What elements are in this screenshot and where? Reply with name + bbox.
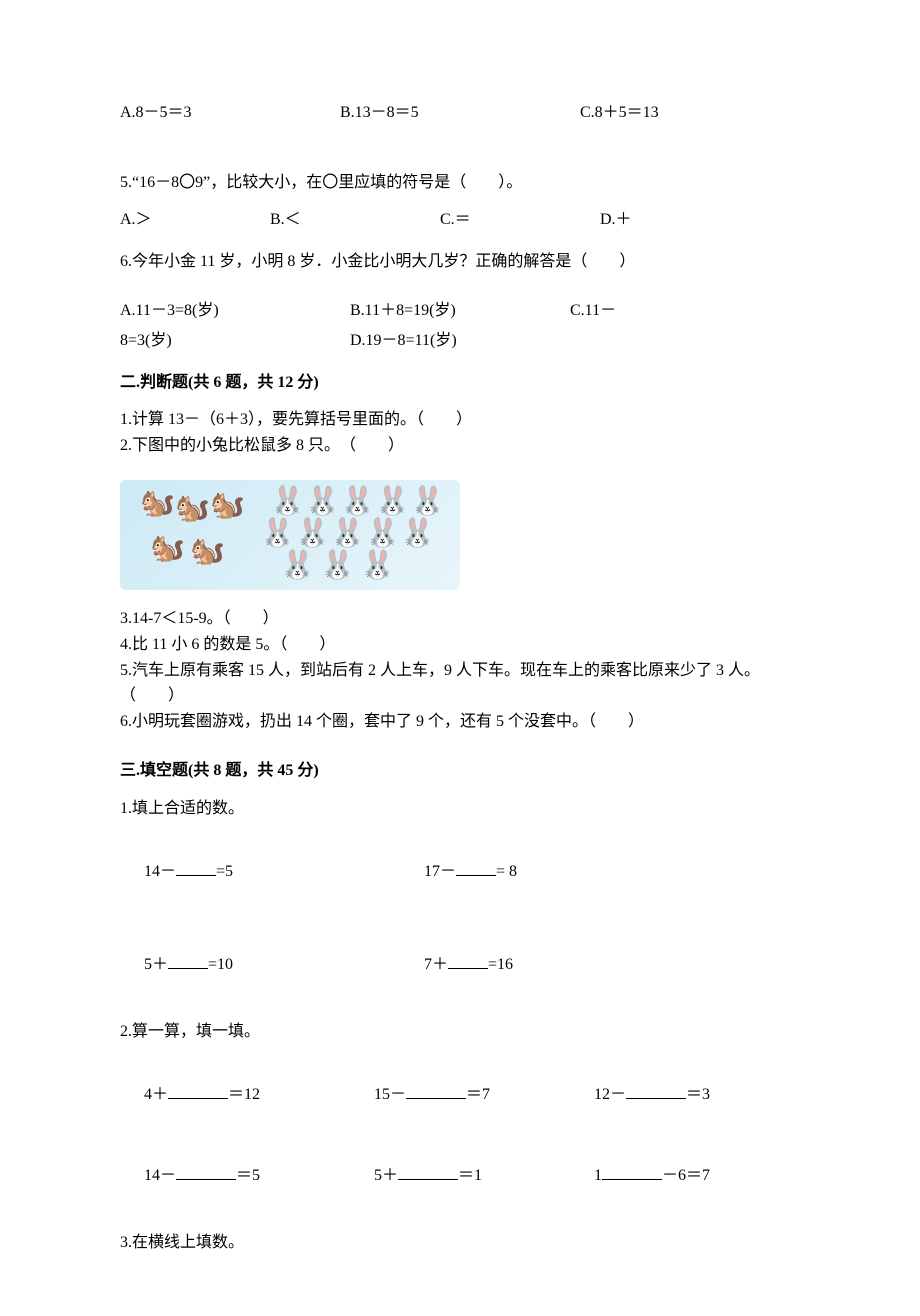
s3q1-r1b-pre: 17－ bbox=[424, 863, 456, 880]
q4-optC: C.8＋5＝13 bbox=[580, 100, 659, 126]
bunny-icon: 🐰 bbox=[295, 520, 330, 548]
s2-q4: 4.比 11 小 6 的数是 5。（ ） bbox=[120, 632, 800, 658]
blank bbox=[602, 1163, 662, 1180]
s3-q2-row2: 14－ ＝5 5＋ ＝1 1 －6＝7 bbox=[120, 1137, 800, 1214]
section3-title: 三.填空题(共 8 题，共 45 分) bbox=[120, 758, 800, 784]
s2-q2: 2.下图中的小兔比松鼠多 8 只。 （ ） bbox=[120, 433, 800, 459]
s3q1-r1a: 14－ =5 bbox=[120, 834, 400, 911]
s3q2-r2c-pre: 1 bbox=[594, 1167, 602, 1184]
q6-optC-line2: 8=3(岁) bbox=[120, 328, 350, 354]
blank bbox=[398, 1163, 458, 1180]
blank bbox=[448, 952, 488, 969]
s3q2-r2b: 5＋ ＝1 bbox=[350, 1137, 570, 1214]
animals-image: 🐿️🐿️🐿️🐿️🐿️🐰🐰🐰🐰🐰🐰🐰🐰🐰🐰🐰🐰🐰 bbox=[120, 480, 460, 590]
q5-stem: 5.“16－8〇9”，比较大小，在〇里应填的符号是（ ）。 bbox=[120, 170, 800, 196]
s3q2-r2c-post: －6＝7 bbox=[662, 1167, 710, 1184]
s3-q1-row2: 5＋ =10 7＋ =16 bbox=[120, 926, 800, 1003]
q6-options-row1: A.11－3=8(岁) B.11＋8=19(岁) C.11－ bbox=[120, 298, 800, 324]
s3q1-r2b: 7＋ =16 bbox=[400, 926, 513, 1003]
bunny-icon: 🐰 bbox=[320, 552, 355, 580]
s3-q2-row1: 4＋ ＝12 15－ ＝7 12－ ＝3 bbox=[120, 1057, 800, 1134]
s3q1-r2b-post: =16 bbox=[488, 956, 513, 973]
s3q2-r2b-pre: 5＋ bbox=[374, 1167, 398, 1184]
s3q2-r1c-pre: 12－ bbox=[594, 1086, 626, 1103]
bunny-icon: 🐰 bbox=[360, 552, 395, 580]
bunny-icon: 🐰 bbox=[375, 488, 410, 516]
s2-q5: 5.汽车上原有乘客 15 人，到站后有 2 人上车，9 人下车。现在车上的乘客比… bbox=[120, 658, 800, 709]
s3-q3-stem: 3.在横线上填数。 bbox=[120, 1230, 800, 1256]
bunny-icon: 🐰 bbox=[365, 520, 400, 548]
s3q2-r2a-post: ＝5 bbox=[236, 1167, 260, 1184]
q6-options-row2: 8=3(岁) D.19－8=11(岁) bbox=[120, 328, 800, 354]
s3q2-r1a-pre: 4＋ bbox=[144, 1086, 168, 1103]
blank bbox=[168, 1082, 228, 1099]
squirrel-icon: 🐿️ bbox=[175, 495, 210, 523]
s3q2-r1a-post: ＝12 bbox=[228, 1086, 260, 1103]
s3-q1-row1: 14－ =5 17－ = 8 bbox=[120, 834, 800, 911]
blank bbox=[406, 1082, 466, 1099]
blank bbox=[626, 1082, 686, 1099]
s3q1-r2a-pre: 5＋ bbox=[144, 956, 168, 973]
page: A.8－5＝3 B.13－8＝5 C.8＋5＝13 5.“16－8〇9”，比较大… bbox=[0, 0, 920, 1316]
s3q1-r1b-post: = 8 bbox=[496, 863, 517, 880]
q5-optB: B.＜ bbox=[270, 207, 440, 233]
q6-optA: A.11－3=8(岁) bbox=[120, 298, 350, 324]
bunny-icon: 🐰 bbox=[260, 520, 295, 548]
s3q2-r2a-pre: 14－ bbox=[144, 1167, 176, 1184]
s3q2-r2b-post: ＝1 bbox=[458, 1167, 482, 1184]
bunny-icon: 🐰 bbox=[330, 520, 365, 548]
q4-optB: B.13－8＝5 bbox=[340, 100, 580, 126]
s3-q1-stem: 1.填上合适的数。 bbox=[120, 796, 800, 822]
s3q2-r1b: 15－ ＝7 bbox=[350, 1057, 570, 1134]
q6-stem: 6.今年小金 11 岁，小明 8 岁．小金比小明大几岁？正确的解答是（ ） bbox=[120, 249, 800, 275]
s3q1-r2b-pre: 7＋ bbox=[424, 956, 448, 973]
q6-optD: D.19－8=11(岁) bbox=[350, 328, 457, 354]
s2-q1: 1.计算 13－（6＋3），要先算括号里面的。（ ） bbox=[120, 407, 800, 433]
s3-q2-stem: 2.算一算，填一填。 bbox=[120, 1019, 800, 1045]
squirrel-icon: 🐿️ bbox=[210, 492, 245, 520]
s3q2-r1b-pre: 15－ bbox=[374, 1086, 406, 1103]
q4-options-row: A.8－5＝3 B.13－8＝5 C.8＋5＝13 bbox=[120, 100, 800, 126]
q5-optC: C.＝ bbox=[440, 207, 600, 233]
squirrel-icon: 🐿️ bbox=[150, 535, 185, 563]
s3q1-r1a-post: =5 bbox=[216, 863, 233, 880]
q6-optB: B.11＋8=19(岁) bbox=[350, 298, 570, 324]
s3q2-r1c-post: ＝3 bbox=[686, 1086, 710, 1103]
s3q2-r2c: 1 －6＝7 bbox=[570, 1137, 710, 1214]
q5-options-row: A.＞ B.＜ C.＝ D.＋ bbox=[120, 207, 800, 233]
q5-optA: A.＞ bbox=[120, 207, 270, 233]
bunny-icon: 🐰 bbox=[400, 520, 435, 548]
bunny-icon: 🐰 bbox=[410, 488, 445, 516]
s3q1-r1a-pre: 14－ bbox=[144, 863, 176, 880]
blank bbox=[168, 952, 208, 969]
bunny-icon: 🐰 bbox=[305, 488, 340, 516]
blank bbox=[176, 859, 216, 876]
squirrel-icon: 🐿️ bbox=[190, 538, 225, 566]
bunny-icon: 🐰 bbox=[270, 488, 305, 516]
bunny-icon: 🐰 bbox=[340, 488, 375, 516]
s2-q6: 6.小明玩套圈游戏，扔出 14 个圈，套中了 9 个，还有 5 个没套中。（ ） bbox=[120, 709, 800, 735]
s3q1-r1b: 17－ = 8 bbox=[400, 834, 517, 911]
s3q2-r1b-post: ＝7 bbox=[466, 1086, 490, 1103]
s3q2-r2a: 14－ ＝5 bbox=[120, 1137, 350, 1214]
section2-title: 二.判断题(共 6 题，共 12 分) bbox=[120, 370, 800, 396]
q5-optD: D.＋ bbox=[600, 207, 632, 233]
s3q1-r2a: 5＋ =10 bbox=[120, 926, 400, 1003]
q4-optA: A.8－5＝3 bbox=[120, 100, 340, 126]
q6-optC-prefix: C.11－ bbox=[570, 298, 616, 324]
s3q2-r1c: 12－ ＝3 bbox=[570, 1057, 710, 1134]
squirrel-icon: 🐿️ bbox=[140, 490, 175, 518]
bunny-icon: 🐰 bbox=[280, 552, 315, 580]
blank bbox=[176, 1163, 236, 1180]
blank bbox=[456, 859, 496, 876]
s2-q3: 3.14-7＜15-9。（ ） bbox=[120, 606, 800, 632]
s3q1-r2a-post: =10 bbox=[208, 956, 233, 973]
s3q2-r1a: 4＋ ＝12 bbox=[120, 1057, 350, 1134]
